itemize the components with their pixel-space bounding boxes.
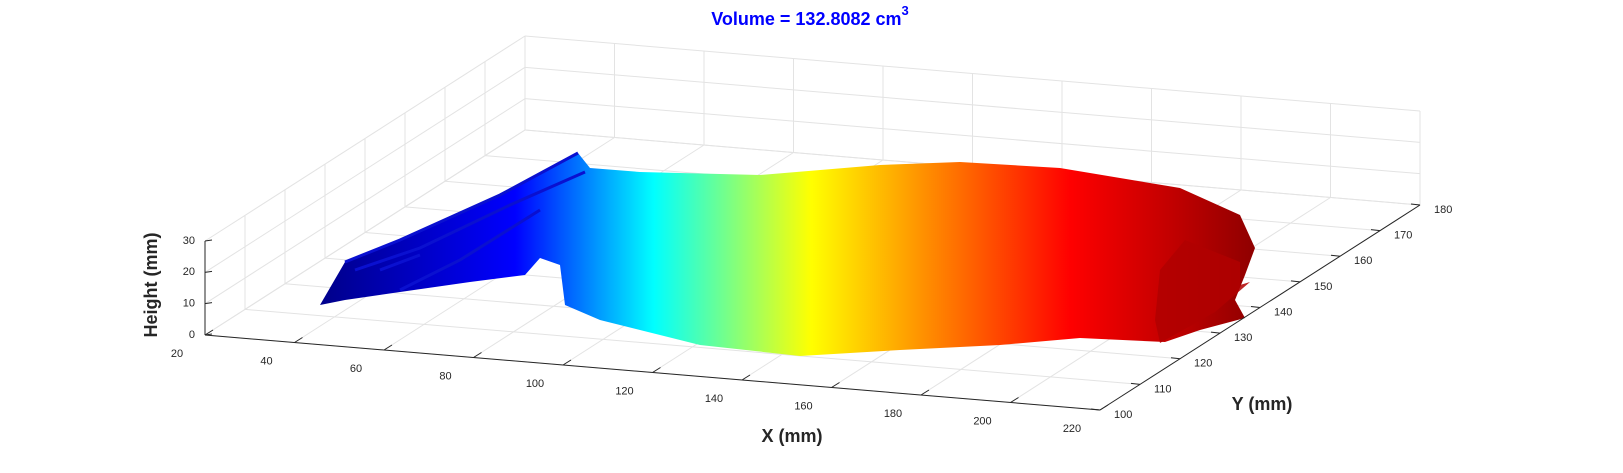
chart-title: Volume = 132.8082 cm3 xyxy=(711,3,909,28)
y-tick xyxy=(1410,203,1421,206)
x-tick-label: 60 xyxy=(350,363,362,375)
y-tick xyxy=(1250,306,1261,308)
y-tick-label: 160 xyxy=(1354,255,1372,267)
y-tick xyxy=(1170,357,1181,360)
surface-handle xyxy=(344,151,586,292)
y-axis-label: Y (mm) xyxy=(1232,394,1293,414)
y-tick xyxy=(1130,382,1141,385)
x-tick-label: 220 xyxy=(1063,423,1081,435)
x-tick-label: 120 xyxy=(615,385,633,397)
grid-line xyxy=(204,66,526,273)
x-tick xyxy=(562,359,572,366)
y-tick-label: 110 xyxy=(1154,383,1172,395)
title-superscript: 3 xyxy=(902,3,909,18)
x-tick xyxy=(831,382,840,388)
x-tick xyxy=(473,352,482,358)
x-tick xyxy=(383,344,393,351)
x-tick xyxy=(204,329,214,336)
x-tick-label: 100 xyxy=(526,378,544,390)
y-tick-label: 170 xyxy=(1394,230,1412,242)
grid-line xyxy=(204,35,526,242)
x-tick-label: 160 xyxy=(794,400,812,412)
y-tick xyxy=(1370,229,1381,232)
z-tick xyxy=(204,239,213,242)
x-tick xyxy=(1099,404,1109,411)
x-tick-label: 20 xyxy=(171,348,183,360)
axes: 2040608010012014016018020022010011012013… xyxy=(171,203,1452,435)
z-tick-label: 10 xyxy=(183,298,195,310)
y-tick xyxy=(1290,280,1301,283)
z-tick-label: 0 xyxy=(189,329,195,341)
x-tick xyxy=(1010,397,1019,403)
z-tick xyxy=(204,270,213,273)
grid-line xyxy=(204,98,526,305)
z-tick-label: 20 xyxy=(183,266,195,278)
grid-line xyxy=(244,308,1141,385)
surface-body xyxy=(320,153,1255,356)
x-tick xyxy=(294,337,303,343)
y-tick-label: 120 xyxy=(1194,358,1212,370)
x-tick-label: 140 xyxy=(705,393,723,405)
z-axis-label: Height (mm) xyxy=(141,233,161,338)
x-tick-label: 200 xyxy=(973,415,991,427)
surface-end xyxy=(1155,240,1250,343)
x-tick xyxy=(920,389,930,396)
grid-line xyxy=(524,66,1421,143)
grid-line xyxy=(524,98,1421,175)
z-tick xyxy=(204,302,213,305)
grid-line xyxy=(204,129,526,336)
title-main: Volume = 132.8082 cm xyxy=(711,9,901,29)
z-tick-label: 30 xyxy=(183,235,195,247)
x-tick-label: 40 xyxy=(260,355,272,367)
x-tick xyxy=(652,367,661,373)
z-tick xyxy=(204,333,213,336)
surface xyxy=(320,151,1255,356)
y-tick-label: 100 xyxy=(1114,409,1132,421)
y-tick-label: 180 xyxy=(1434,204,1452,216)
grid-line xyxy=(524,35,1421,112)
x-tick-label: 80 xyxy=(439,370,451,382)
y-tick-label: 140 xyxy=(1274,306,1292,318)
y-tick xyxy=(1210,331,1221,334)
y-tick xyxy=(1330,254,1341,257)
x-tick xyxy=(741,374,751,381)
x-axis-label: X (mm) xyxy=(761,426,822,446)
x-tick-label: 180 xyxy=(884,408,902,420)
y-tick-label: 130 xyxy=(1234,332,1252,344)
y-tick xyxy=(1090,408,1101,411)
y-tick-label: 150 xyxy=(1314,281,1332,293)
